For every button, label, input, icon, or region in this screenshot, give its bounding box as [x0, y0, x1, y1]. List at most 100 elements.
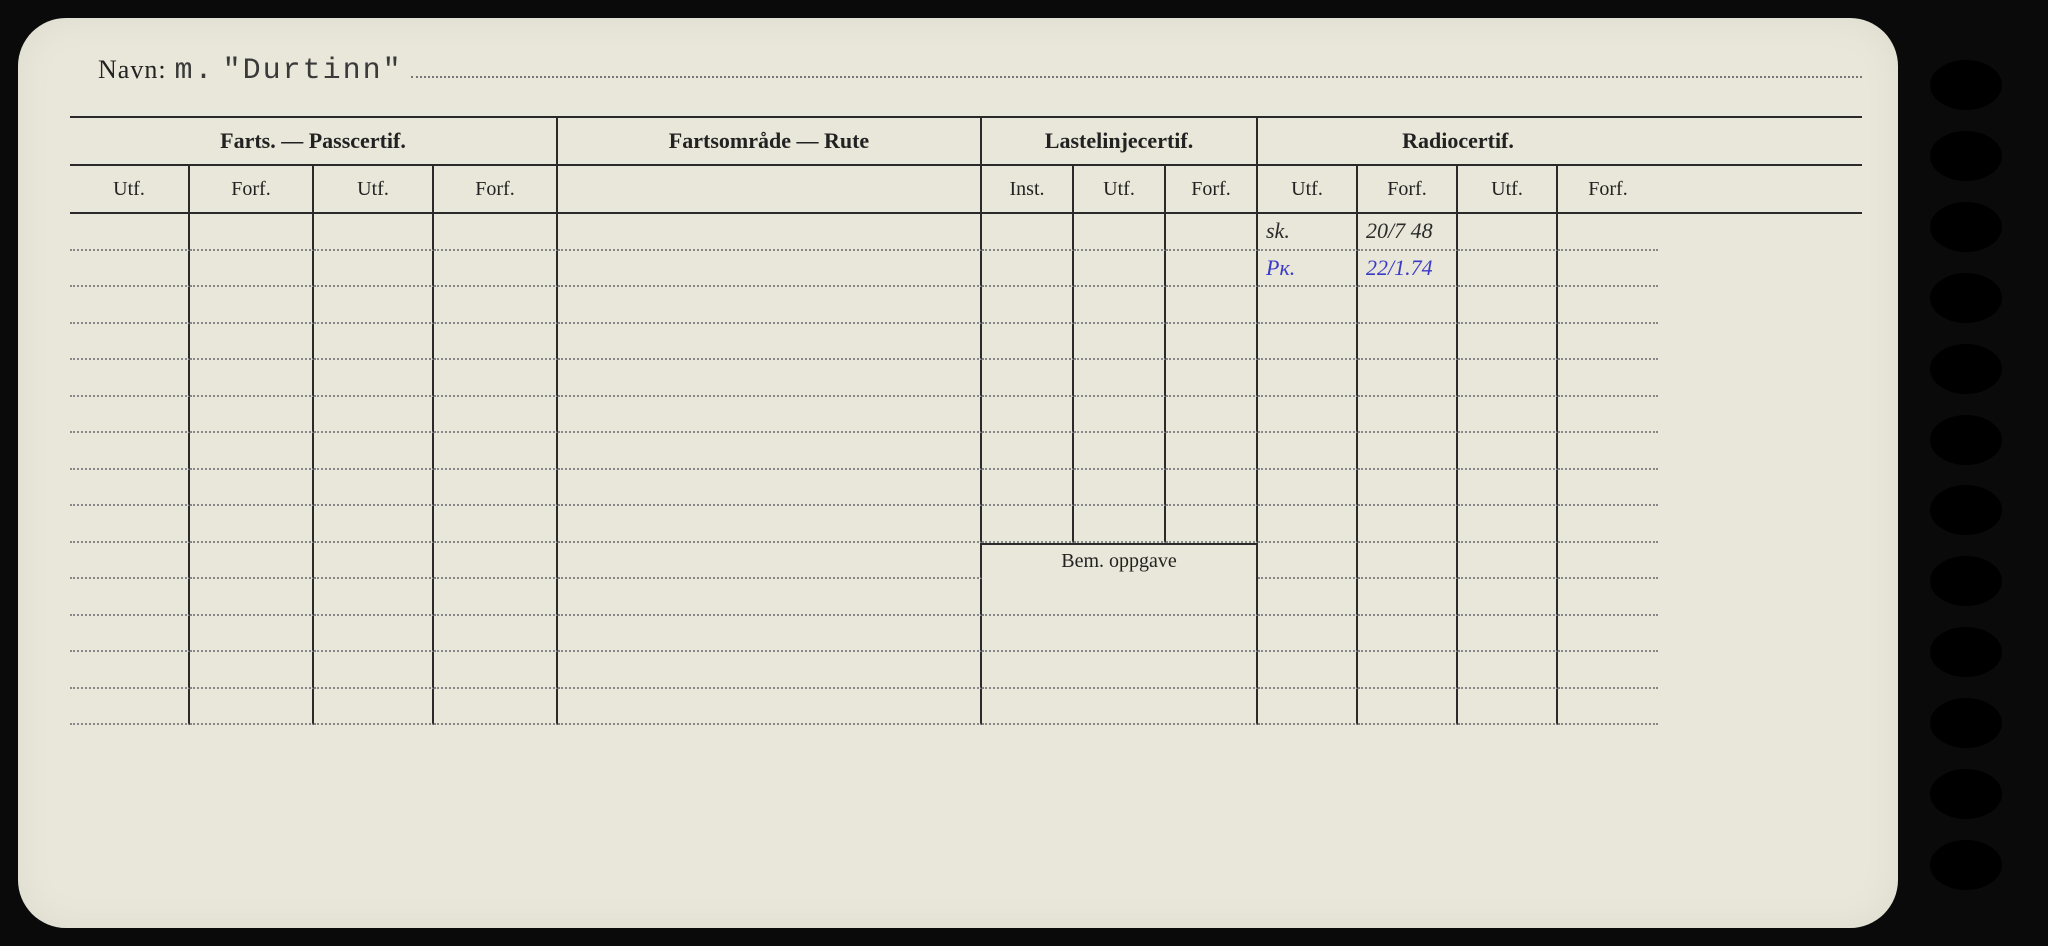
ledger-cell [1458, 470, 1558, 507]
ledger-cell [314, 287, 434, 324]
ledger-cell [1258, 397, 1358, 434]
ledger-cell [1458, 616, 1558, 653]
ledger-cell [1558, 433, 1658, 470]
ledger-row [70, 652, 1862, 689]
ledger-cell [982, 433, 1074, 470]
ledger-cell [1258, 287, 1358, 324]
ledger-cell [434, 433, 558, 470]
col-rute-spacer [558, 166, 982, 212]
ledger-grid: Farts. — Passcertif. Fartsområde — Rute … [70, 116, 1862, 725]
ledger-cell [1458, 652, 1558, 689]
binder-hole [1930, 344, 2002, 394]
section-radio: Radiocertif. [1258, 118, 1658, 164]
ledger-row [70, 470, 1862, 507]
ledger-cell [982, 287, 1074, 324]
ledger-cell [1558, 251, 1658, 288]
ledger-cell [1358, 287, 1458, 324]
ledger-cell [434, 616, 558, 653]
bem-oppgave-cell [982, 579, 1258, 616]
ledger-cell [314, 470, 434, 507]
ledger-cell [1458, 324, 1558, 361]
handwritten-entry: 20/7 48 [1366, 218, 1433, 244]
ledger-cell [1358, 506, 1458, 543]
ledger-cell [1258, 433, 1358, 470]
ledger-cell [1458, 397, 1558, 434]
ledger-body: sk. 20/7 48 Рк.22/1.74 Bem. oppgave [70, 214, 1862, 725]
ledger-cell [1074, 287, 1166, 324]
ledger-cell [314, 543, 434, 580]
ledger-row: sk. 20/7 48 [70, 214, 1862, 251]
ledger-row [70, 433, 1862, 470]
ledger-cell [1258, 506, 1358, 543]
ledger-row [70, 579, 1862, 616]
ledger-cell [1558, 579, 1658, 616]
bem-oppgave-cell [982, 689, 1258, 726]
ledger-cell [558, 543, 982, 580]
navn-row: Navn: m. "Durtinn" [98, 54, 1862, 98]
ledger-row: Рк.22/1.74 [70, 251, 1862, 288]
ledger-cell [1358, 470, 1458, 507]
bem-oppgave-label: Bem. oppgave [982, 543, 1258, 580]
ledger-cell [1358, 324, 1458, 361]
ledger-cell [558, 470, 982, 507]
section-header-row: Farts. — Passcertif. Fartsområde — Rute … [70, 118, 1862, 166]
ledger-cell [70, 543, 190, 580]
navn-prefix: m. [175, 54, 215, 88]
ledger-cell [1458, 579, 1558, 616]
ledger-cell [1166, 470, 1258, 507]
ledger-cell [558, 506, 982, 543]
ledger-cell [434, 689, 558, 726]
col-laste-inst: Inst. [982, 166, 1074, 212]
ledger-cell [190, 251, 314, 288]
ledger-cell [1358, 397, 1458, 434]
ledger-cell [982, 506, 1074, 543]
ledger-row [70, 360, 1862, 397]
handwritten-entry: sk. [1266, 218, 1290, 244]
ledger-cell [1258, 652, 1358, 689]
ledger-cell [1166, 251, 1258, 288]
ledger-cell [314, 689, 434, 726]
ledger-cell [1166, 214, 1258, 251]
ledger-cell [982, 360, 1074, 397]
ledger-cell [1074, 214, 1166, 251]
ledger-cell [1458, 251, 1558, 288]
col-radio-utf: Utf. [1258, 166, 1358, 212]
ledger-cell [434, 397, 558, 434]
ledger-cell [1558, 360, 1658, 397]
ledger-cell [314, 251, 434, 288]
ledger-cell [190, 689, 314, 726]
ledger-cell [70, 689, 190, 726]
ledger-cell [190, 397, 314, 434]
binder-hole [1930, 60, 2002, 110]
ledger-cell [1074, 506, 1166, 543]
ledger-cell [190, 616, 314, 653]
binder-hole [1930, 769, 2002, 819]
ledger-cell [558, 287, 982, 324]
ledger-cell [314, 579, 434, 616]
col-radio-utf2: Utf. [1458, 166, 1558, 212]
col-farts-utf2: Utf. [314, 166, 434, 212]
ledger-cell [190, 433, 314, 470]
ledger-cell [1358, 616, 1458, 653]
ledger-cell [1074, 433, 1166, 470]
ledger-cell [190, 506, 314, 543]
binder-holes [1930, 60, 2010, 890]
ledger-cell [558, 324, 982, 361]
ledger-cell [434, 214, 558, 251]
ledger-cell [1458, 543, 1558, 580]
ledger-cell [1258, 324, 1358, 361]
handwritten-entry: Рк. [1266, 255, 1295, 281]
ledger-cell [558, 360, 982, 397]
ledger-cell [1166, 433, 1258, 470]
ledger-cell [1558, 470, 1658, 507]
ledger-row [70, 397, 1862, 434]
ledger-cell [1458, 506, 1558, 543]
binder-hole [1930, 202, 2002, 252]
ledger-cell [70, 324, 190, 361]
ledger-cell: Рк. [1258, 251, 1358, 288]
ledger-cell [1166, 397, 1258, 434]
section-rute: Fartsområde — Rute [558, 118, 982, 164]
ledger-cell [1166, 287, 1258, 324]
binder-hole [1930, 627, 2002, 677]
ledger-cell [1074, 324, 1166, 361]
